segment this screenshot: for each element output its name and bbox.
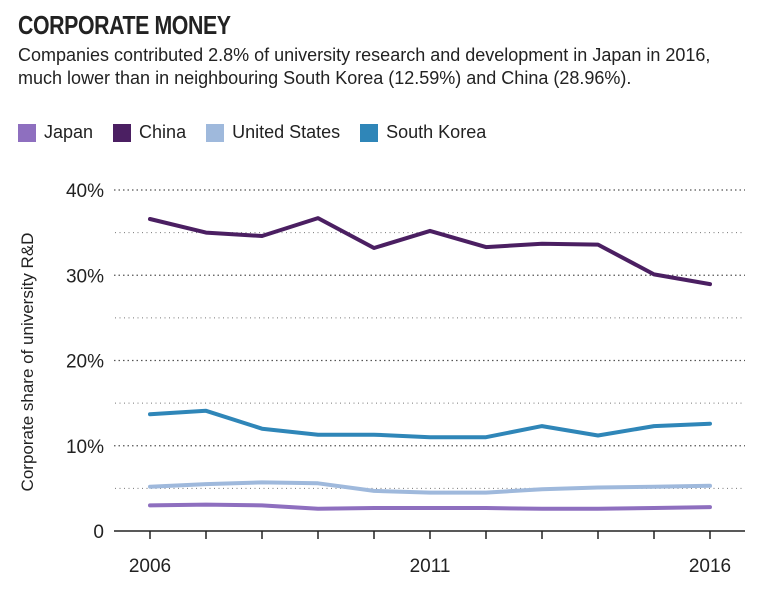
- legend-item-united-states: United States: [206, 122, 340, 143]
- legend-swatch-south-korea: [360, 123, 379, 142]
- legend-label-south-korea: South Korea: [386, 122, 487, 142]
- series-line-south-korea: [148, 408, 712, 440]
- x-tick-label: 2006: [129, 556, 171, 577]
- y-tick-label: 20%: [66, 352, 104, 373]
- legend-swatch-china: [113, 123, 132, 142]
- y-tick-label: 30%: [66, 266, 104, 287]
- legend-label-united-states: United States: [232, 122, 341, 142]
- x-tick-label: 2016: [689, 556, 731, 577]
- legend: Japan China United States South Korea: [18, 122, 506, 143]
- series-line-japan: [148, 502, 712, 511]
- y-tick-label: 40%: [66, 181, 104, 202]
- series-line-united-states: [148, 480, 712, 495]
- y-tick-label: 10%: [66, 437, 104, 458]
- legend-swatch-japan: [18, 123, 36, 142]
- legend-swatch-united-states: [206, 123, 225, 142]
- legend-item-china: China: [113, 122, 186, 143]
- legend-label-japan: Japan: [44, 122, 94, 142]
- series-lines: [148, 216, 712, 511]
- series-line-china: [148, 216, 712, 287]
- y-tick-label: 0: [93, 522, 104, 543]
- legend-label-china: China: [139, 122, 187, 142]
- legend-item-south-korea: South Korea: [360, 122, 486, 143]
- legend-item-japan: Japan: [18, 122, 93, 143]
- tick-labels: 0 10% 20% 30% 40% 2006 2011 2016: [66, 181, 731, 577]
- axes: [114, 530, 745, 539]
- chart-subtitle: Companies contributed 2.8% of university…: [18, 45, 711, 88]
- y-axis-title: Corporate share of university R&D: [18, 233, 37, 492]
- chart-title: CORPORATE MONEY: [18, 10, 231, 40]
- x-tick-label: 2011: [410, 556, 451, 577]
